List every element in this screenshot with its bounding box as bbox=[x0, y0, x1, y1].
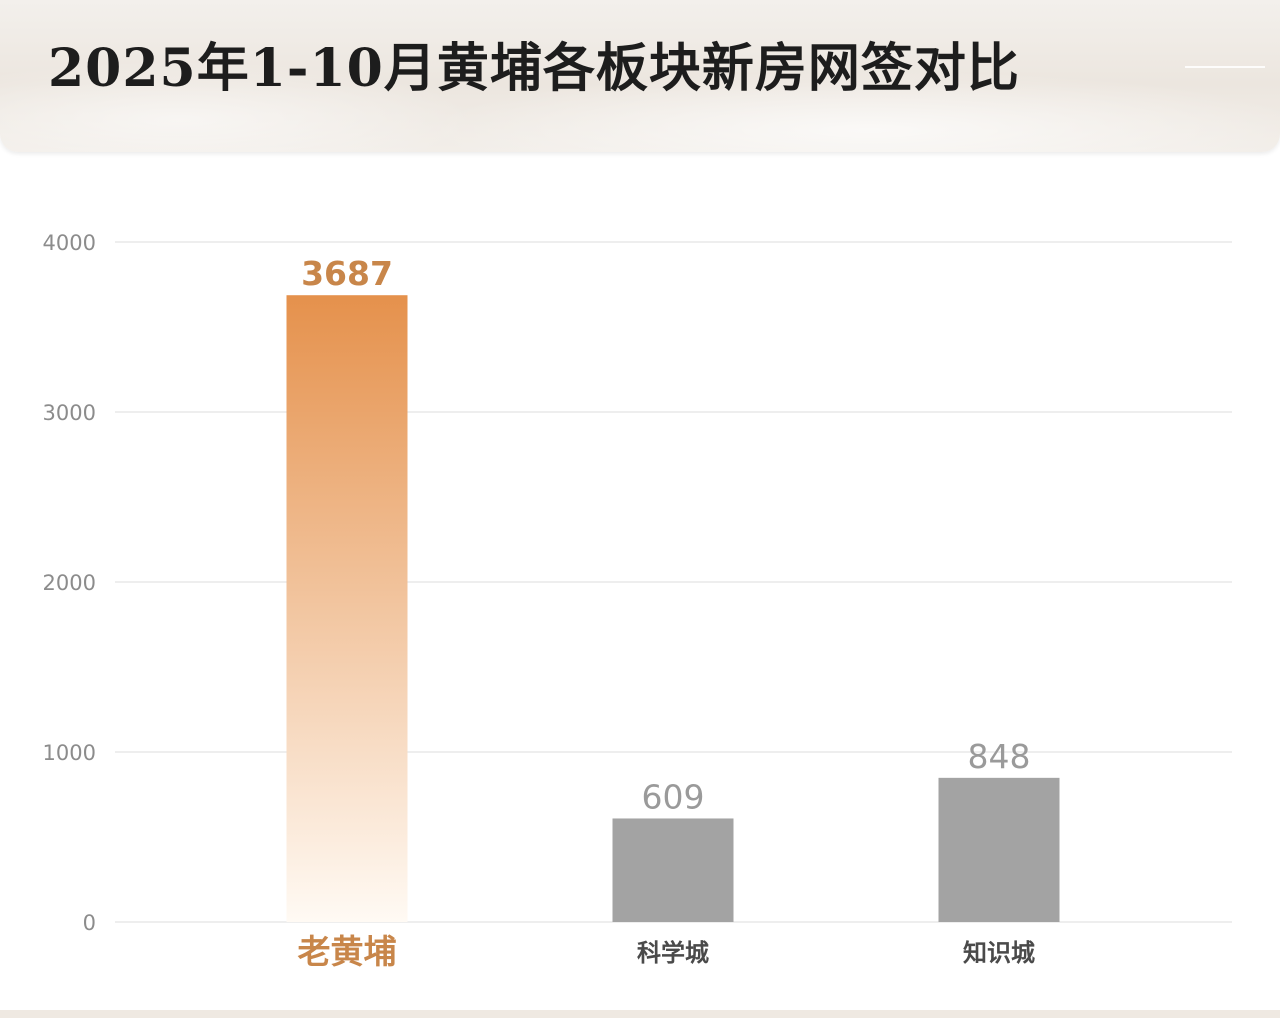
y-tick-label: 4000 bbox=[43, 231, 96, 255]
y-tick-label: 1000 bbox=[43, 741, 96, 765]
category-label: 知识城 bbox=[963, 939, 1035, 967]
header-banner: 2025年1-10月黄埔各板块新房网签对比 bbox=[0, 0, 1280, 152]
bar-3 bbox=[938, 777, 1060, 922]
footer-strip bbox=[0, 1010, 1280, 1018]
value-label: 848 bbox=[968, 737, 1031, 776]
value-label: 609 bbox=[642, 777, 705, 816]
bar-2 bbox=[612, 818, 734, 922]
y-axis-ticks: 0 1000 2000 3000 4000 bbox=[43, 231, 96, 935]
y-tick-label: 2000 bbox=[43, 571, 96, 595]
category-labels: 老黄埔 科学城 知识城 bbox=[298, 932, 1036, 971]
category-label: 老黄埔 bbox=[298, 932, 397, 971]
y-tick-label: 0 bbox=[83, 911, 96, 935]
bar-1 bbox=[286, 295, 408, 923]
bars bbox=[286, 295, 1060, 923]
y-tick-label: 3000 bbox=[43, 401, 96, 425]
category-label: 科学城 bbox=[637, 939, 709, 967]
value-labels: 3687 609 848 bbox=[301, 254, 1030, 816]
page-title: 2025年1-10月黄埔各板块新房网签对比 bbox=[48, 38, 1020, 99]
header-decoration bbox=[1185, 66, 1265, 68]
value-label: 3687 bbox=[301, 254, 393, 293]
